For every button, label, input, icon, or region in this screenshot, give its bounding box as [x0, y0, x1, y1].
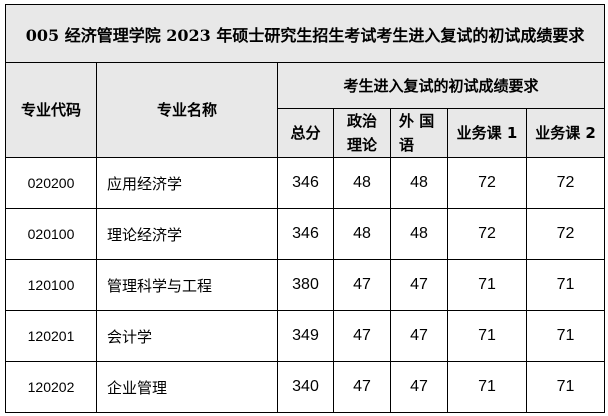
cell-politics: 48	[333, 157, 391, 209]
cell-name: 理论经济学	[96, 208, 278, 260]
cell-course2: 71	[525, 259, 606, 311]
score-requirements-table: 005 经济管理学院 2023 年硕士研究生招生考试考生进入复试的初试成绩要求 …	[4, 4, 606, 413]
cell-course2: 72	[525, 157, 606, 209]
cell-foreign: 48	[390, 157, 448, 209]
cell-total: 346	[277, 157, 334, 209]
cell-course2: 72	[525, 208, 606, 260]
cell-total: 349	[277, 310, 334, 362]
cell-name: 应用经济学	[96, 157, 278, 209]
cell-total: 340	[277, 361, 334, 413]
header-total: 总分	[277, 108, 334, 158]
table-title: 005 经济管理学院 2023 年硕士研究生招生考试考生进入复试的初试成绩要求	[4, 4, 606, 63]
header-politics: 政治理论	[333, 108, 391, 158]
header-code: 专业代码	[5, 62, 97, 158]
cell-code: 120202	[5, 361, 97, 413]
cell-foreign: 48	[390, 208, 448, 260]
cell-code: 120201	[5, 310, 97, 362]
header-foreign: 外 国语	[390, 108, 448, 158]
table-row: 020200 应用经济学 346 48 48 72 72	[5, 157, 606, 209]
table-row: 120202 企业管理 340 47 47 71 71	[5, 361, 606, 413]
header-course2: 业务课 2	[525, 108, 606, 158]
cell-course2: 71	[525, 310, 606, 362]
cell-total: 380	[277, 259, 334, 311]
cell-name: 会计学	[96, 310, 278, 362]
cell-name: 管理科学与工程	[96, 259, 278, 311]
cell-code: 020100	[5, 208, 97, 260]
cell-course1: 72	[447, 208, 527, 260]
cell-foreign: 47	[390, 259, 448, 311]
cell-course1: 71	[447, 310, 527, 362]
table-row: 120100 管理科学与工程 380 47 47 71 71	[5, 259, 606, 311]
header-name: 专业名称	[96, 62, 278, 158]
cell-course1: 72	[447, 157, 527, 209]
header-group: 考生进入复试的初试成绩要求	[276, 62, 606, 109]
cell-course1: 71	[447, 259, 527, 311]
header-course1: 业务课 1	[447, 108, 527, 158]
cell-foreign: 47	[390, 361, 448, 413]
cell-politics: 47	[333, 361, 391, 413]
cell-total: 346	[277, 208, 334, 260]
table-row: 120201 会计学 349 47 47 71 71	[5, 310, 606, 362]
cell-politics: 47	[333, 259, 391, 311]
cell-code: 020200	[5, 157, 97, 209]
cell-code: 120100	[5, 259, 97, 311]
cell-course1: 71	[447, 361, 527, 413]
table-row: 020100 理论经济学 346 48 48 72 72	[5, 208, 606, 260]
cell-politics: 47	[333, 310, 391, 362]
cell-foreign: 47	[390, 310, 448, 362]
cell-name: 企业管理	[96, 361, 278, 413]
cell-politics: 48	[333, 208, 391, 260]
cell-course2: 71	[525, 361, 606, 413]
